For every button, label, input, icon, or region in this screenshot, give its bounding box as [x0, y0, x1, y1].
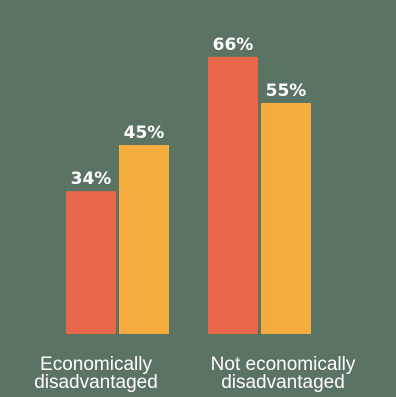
value-label-1-0: 66% — [213, 35, 254, 55]
value-label-0-0: 34% — [71, 169, 112, 189]
bar-0-1 — [119, 145, 169, 334]
category-label-line: disadvantaged — [221, 372, 345, 393]
bar-0-0 — [66, 191, 116, 334]
bar-1-0 — [208, 56, 258, 335]
category-label-line: Not economically — [211, 354, 356, 375]
value-label-1-1: 55% — [266, 81, 307, 101]
bar-1-1 — [261, 103, 311, 334]
category-label-0: Economically disadvantaged — [34, 354, 158, 393]
value-labels-group: 34% 45% 66% 55% — [71, 35, 307, 189]
category-label-1: Not economically disadvantaged — [211, 354, 356, 393]
value-label-0-1: 45% — [124, 123, 165, 143]
category-label-line: Economically — [40, 354, 152, 375]
category-label-line: disadvantaged — [34, 372, 158, 393]
bars-group — [66, 56, 311, 335]
